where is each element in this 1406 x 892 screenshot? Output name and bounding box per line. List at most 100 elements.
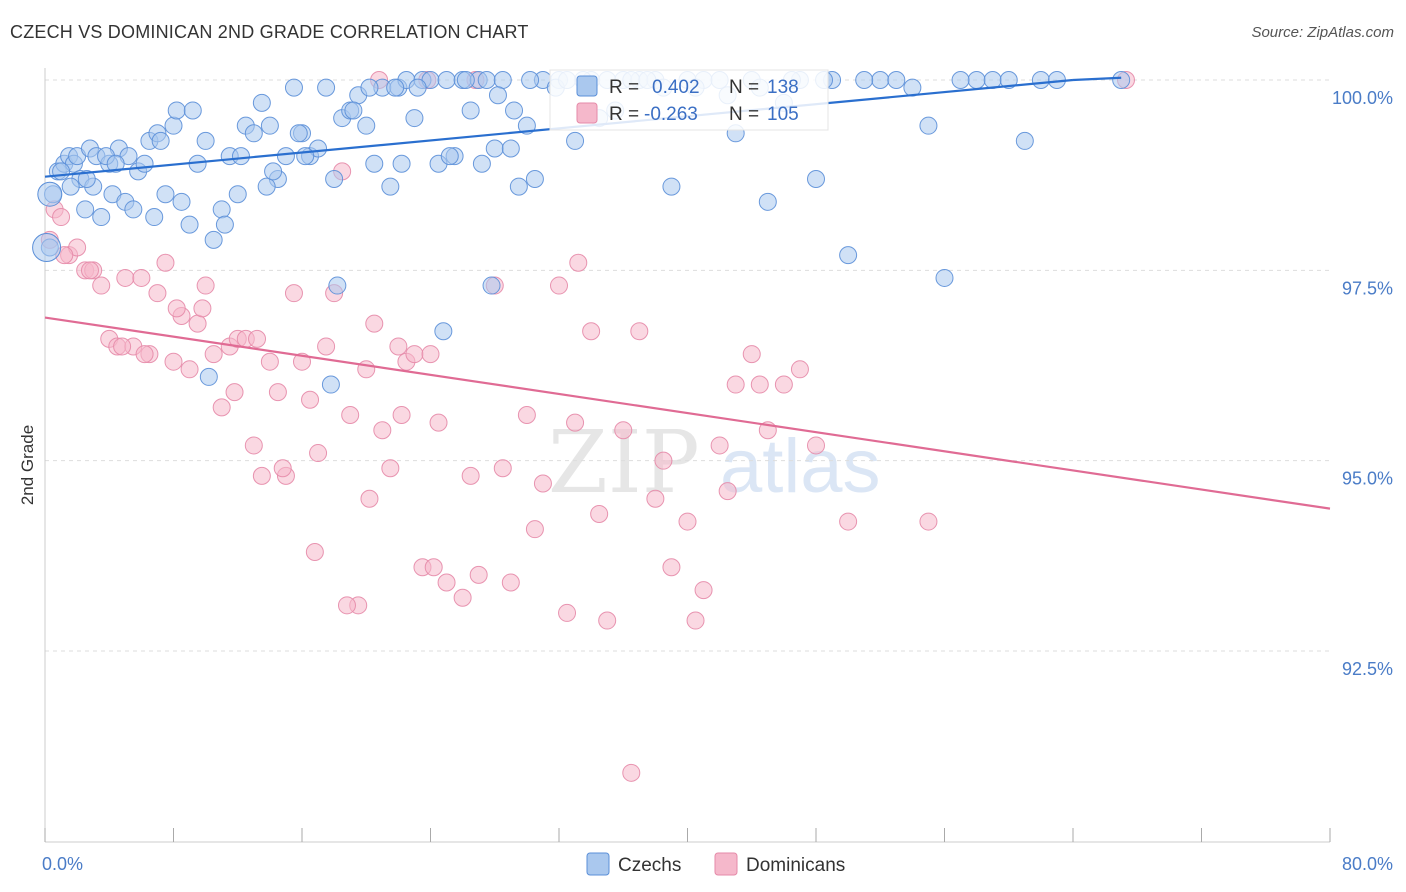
czech-point-35 [260, 116, 279, 135]
czech-point-98 [77, 169, 96, 188]
czech-point-109 [328, 276, 347, 295]
czech-point-86 [807, 169, 825, 188]
dominican-point-65 [678, 512, 697, 531]
tick-labels: 92.5% 95.0% 97.5% 100.0% 0.0% 80.0% [42, 88, 1393, 874]
dominican-point-60 [598, 611, 617, 630]
dominican-point-63 [646, 489, 665, 508]
dominican-point-2 [52, 208, 71, 227]
czech-point-115 [482, 276, 501, 295]
dominican-point-64 [662, 558, 681, 577]
czech-point-105 [231, 147, 250, 166]
czech-point-31 [228, 185, 247, 204]
czech-point-38 [284, 78, 303, 97]
dominican-point-35 [317, 337, 336, 356]
chart-title: CZECH VS DOMINICAN 2ND GRADE CORRELATION… [10, 22, 529, 42]
czech-point-107 [289, 124, 308, 143]
dominican-point-29 [268, 383, 287, 402]
dominican-point-73 [807, 436, 825, 455]
czech-point-37 [276, 147, 295, 166]
dominican-point-22 [212, 398, 231, 417]
czech-point-92 [967, 71, 986, 89]
dominican-point-50 [437, 573, 456, 592]
dominican-point-90 [461, 466, 480, 485]
y-tick-label-2: 97.5% [1342, 278, 1393, 298]
dominican-point-33 [301, 390, 320, 409]
czech-point-89 [871, 71, 890, 89]
dominican-point-12 [132, 268, 151, 287]
dominican-point-43 [381, 459, 400, 478]
y-tick-label-3: 100.0% [1332, 88, 1393, 108]
dominican-point-84 [273, 459, 292, 478]
czech-point-117 [521, 71, 540, 89]
legend-dominicans-label: Dominicans [746, 855, 845, 876]
czech-point-116 [488, 86, 507, 105]
dominican-point-79 [135, 345, 154, 364]
czech-point-77 [662, 177, 681, 196]
czech-point-142 [440, 147, 459, 166]
czech-point-91 [935, 268, 954, 287]
legend-czechs-swatch [586, 852, 610, 876]
dominican-point-77 [80, 261, 99, 280]
czech-point-19 [135, 154, 154, 173]
dominican-point-81 [193, 299, 212, 318]
stats-dominican-r-value: -0.263 [644, 104, 698, 125]
czech-point-53 [405, 109, 424, 128]
dominican-point-16 [164, 352, 183, 371]
dominican-point-100 [569, 253, 588, 272]
czech-point-12 [92, 208, 111, 227]
czech-point-90 [919, 116, 938, 135]
dominican-point-49 [429, 413, 448, 432]
dominican-point-99 [750, 375, 769, 394]
legend-dominicans-swatch [714, 852, 738, 876]
czech-point-106 [257, 177, 276, 196]
stats-dominican-r-label: R = [609, 104, 639, 125]
legend-czechs-label: Czechs [618, 855, 681, 876]
czech-point-42 [317, 78, 336, 97]
dominican-point-82 [225, 383, 244, 402]
stats-czech-r-value: 0.402 [652, 77, 700, 98]
czech-point-large-0 [37, 181, 63, 207]
dominican-point-58 [566, 413, 585, 432]
dominican-point-88 [392, 405, 411, 424]
czech-point-63 [485, 139, 504, 158]
stats-legend: R = 0.402 N = 138 R = -0.263 N = 105 [549, 69, 829, 131]
czech-point-47 [357, 116, 376, 135]
czech-point-22 [156, 185, 175, 204]
x-tick-label-1: 80.0% [1342, 854, 1393, 874]
czech-point-136 [151, 131, 170, 150]
dominican-point-26 [244, 436, 263, 455]
bottom-legend: Czechs Dominicans [586, 852, 845, 876]
czech-point-97 [52, 162, 71, 181]
dominican-point-94 [590, 504, 609, 523]
dominican-point-15 [156, 253, 175, 272]
dominican-point-98 [718, 482, 737, 501]
czech-point-137 [215, 215, 234, 234]
dominican-point-67 [710, 436, 729, 455]
dominican-point-85 [305, 543, 324, 562]
dominican-point-38 [341, 405, 360, 424]
czech-point-110 [360, 78, 379, 97]
czech-point-17 [124, 200, 143, 219]
dominican-point-18 [180, 360, 199, 379]
czech-point-88 [839, 246, 858, 265]
czech-point-43 [325, 169, 344, 188]
dominican-point-44 [389, 337, 408, 356]
watermark-atlas: atlas [720, 424, 881, 509]
czech-point-103 [183, 101, 202, 120]
czech-point-large-1 [32, 232, 62, 262]
stats-czech-n-value: 138 [767, 77, 799, 98]
stats-dominican-n-label: N = [729, 104, 759, 125]
zipatlas-watermark: ZIP atlas [548, 413, 881, 513]
stats-dominican-n-value: 105 [767, 104, 799, 125]
czech-point-24 [172, 192, 191, 211]
czech-point-139 [296, 147, 315, 166]
dominican-point-51 [453, 588, 472, 607]
czech-point-108 [321, 375, 340, 394]
dominican-point-57 [550, 276, 568, 295]
czech-point-25 [180, 215, 199, 234]
grid-lines [45, 79, 1330, 652]
dominican-point-80 [167, 299, 186, 318]
czech-point-57 [437, 71, 456, 89]
dominican-point-61 [614, 421, 633, 440]
